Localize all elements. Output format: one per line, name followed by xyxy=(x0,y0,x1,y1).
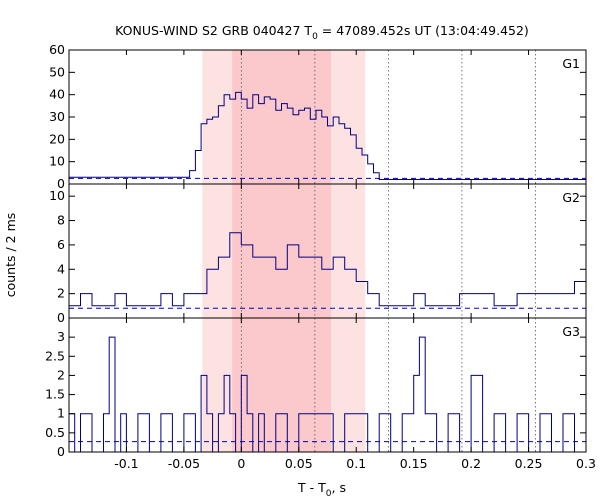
panel-label-G3: G3 xyxy=(562,324,580,339)
chart-title: KONUS-WIND S2 GRB 040427 T0 = 47089.452s… xyxy=(115,23,529,42)
y-tick-label-G2-4: 8 xyxy=(57,213,65,228)
y-tick-label-G3-5: 2.5 xyxy=(45,348,65,363)
y-tick-label-G1-1: 10 xyxy=(49,154,65,169)
panel-label-G2: G2 xyxy=(562,190,580,205)
x-tick-label-7: 0.25 xyxy=(515,456,543,471)
y-tick-label-G3-1: 0.5 xyxy=(45,425,65,440)
light-curve-G1 xyxy=(69,91,586,180)
y-tick-label-G3-4: 2 xyxy=(57,367,65,382)
light-curve-G2 xyxy=(69,232,587,307)
y-tick-label-G1-0: 0 xyxy=(57,176,65,191)
x-tick-label-2: 0 xyxy=(237,456,245,471)
x-tick-label-3: 0.05 xyxy=(285,456,313,471)
x-tick-label-5: 0.15 xyxy=(400,456,428,471)
x-axis-label: T - T0, s xyxy=(297,480,346,499)
y-tick-label-G3-3: 1.5 xyxy=(45,387,65,402)
x-tick-label-1: -0.05 xyxy=(168,456,200,471)
y-tick-label-G1-5: 50 xyxy=(49,64,65,79)
x-tick-label-8: 0.3 xyxy=(576,456,596,471)
chart-title-text: KONUS-WIND S2 GRB 040427 T0 = 47089.452s… xyxy=(115,23,529,42)
panel-label-G1: G1 xyxy=(562,56,580,71)
y-tick-label-G1-4: 40 xyxy=(49,87,65,102)
panel-frame-G3 xyxy=(68,317,587,453)
x-tick-label-4: 0.1 xyxy=(346,456,366,471)
panel-G2: 0 2 4 6 8 10 G2 xyxy=(49,184,587,325)
panel-G3: 0 0.5 1 1.5 2 2.5 3 G3 xyxy=(45,318,587,459)
panel-G1: 0 10 20 30 40 50 60 G1 xyxy=(49,42,587,191)
y-tick-label-G2-3: 6 xyxy=(57,237,65,252)
y-tick-label-G2-5: 10 xyxy=(49,188,65,203)
y-tick-label-G2-1: 2 xyxy=(57,286,65,301)
y-tick-label-G2-0: 0 xyxy=(57,310,65,325)
y-tick-label-G1-3: 30 xyxy=(49,109,65,124)
y-axis-label: counts / 2 ms xyxy=(3,213,18,298)
x-tick-label-6: 0.2 xyxy=(461,456,481,471)
y-tick-label-G2-2: 4 xyxy=(57,261,65,276)
y-tick-label-G3-0: 0 xyxy=(57,444,65,459)
y-tick-label-G3-6: 3 xyxy=(57,329,65,344)
x-tick-label-0: -0.1 xyxy=(114,456,138,471)
y-tick-label-G1-2: 20 xyxy=(49,131,65,146)
y-tick-label-G1-6: 60 xyxy=(49,42,65,57)
y-tick-label-G3-2: 1 xyxy=(57,406,65,421)
